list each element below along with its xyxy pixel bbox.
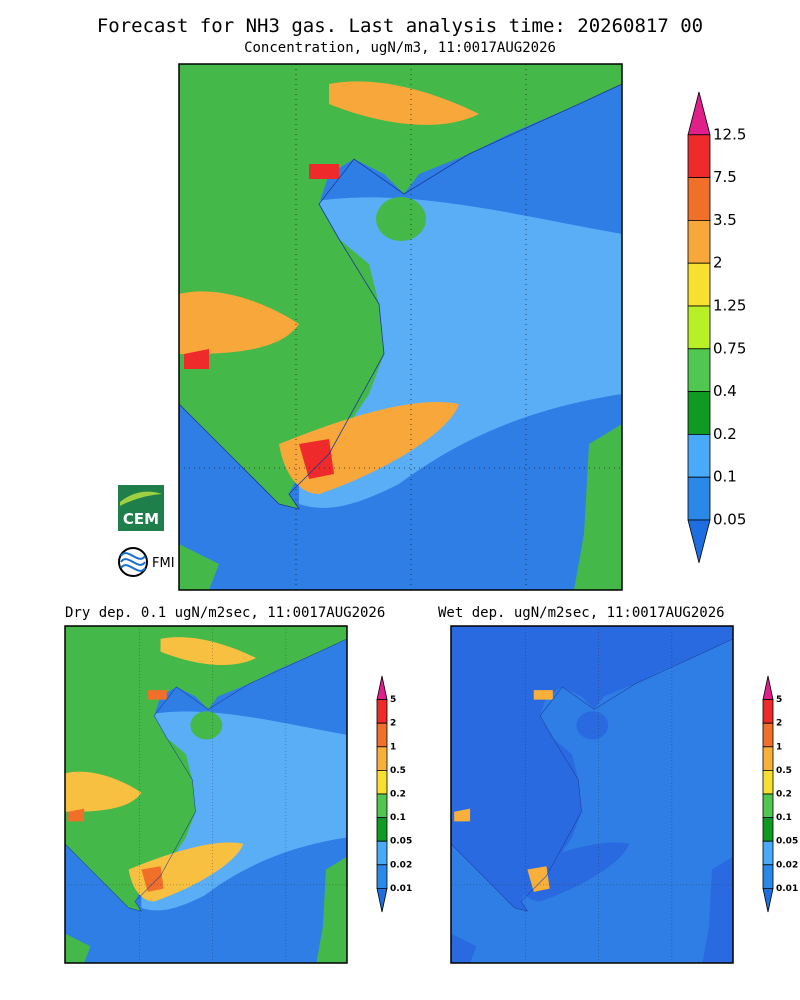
fmi-logo: FMI (118, 547, 175, 577)
panel-title: Dry dep. 0.1 ugN/m2sec, 11:0017AUG2026 (65, 605, 385, 621)
colorbar-label: 7.5 (713, 168, 737, 186)
colorbar-label: 0.5 (390, 766, 406, 776)
colorbar-segment (376, 770, 388, 795)
colorbar-segment (762, 840, 774, 866)
colorbar-cap (762, 888, 774, 913)
map-frame (450, 625, 734, 964)
colorbar-segment (687, 433, 711, 478)
colorbar-segment (687, 219, 711, 264)
colorbar-cap (762, 675, 774, 700)
colorbar-segment (687, 305, 711, 350)
colorbar-segment (687, 134, 711, 179)
colorbar-label: 0.1 (776, 813, 792, 823)
colorbar-label: 2 (390, 719, 396, 729)
colorbar-segment (687, 391, 711, 435)
colorbar-label: 1 (776, 742, 782, 752)
concentration-map (179, 64, 622, 590)
colorbar-segment (376, 864, 388, 889)
colorbar-segment (762, 770, 774, 795)
colorbar-segment (376, 746, 388, 771)
colorbar-segment (687, 476, 711, 521)
colorbar-segment (762, 699, 774, 724)
colorbar-label: 1 (390, 742, 396, 752)
colorbar-cap (376, 675, 388, 700)
map-frame (178, 63, 623, 591)
colorbar-label: 0.75 (713, 339, 746, 357)
colorbar-label: 12.5 (713, 125, 746, 143)
colorbar-label: 2 (713, 254, 723, 272)
colorbar-segment (376, 840, 388, 866)
colorbar-cap (687, 519, 711, 563)
colorbar-label: 0.05 (390, 837, 412, 847)
subtitle: Concentration, ugN/m3, 11:0017AUG2026 (244, 40, 556, 56)
colorbar-segment (762, 746, 774, 771)
colorbar-label: 0.2 (713, 425, 737, 443)
map-frame (64, 625, 348, 964)
dry-deposition-map (65, 626, 347, 963)
cem-logo: CEM (118, 485, 164, 531)
logo-text: FMI (152, 556, 175, 571)
colorbar-label: 2 (776, 719, 782, 729)
colorbar-segment (376, 817, 388, 842)
colorbar-label: 0.02 (390, 860, 412, 870)
colorbar-label: 0.1 (390, 813, 406, 823)
logo-text: CEM (123, 510, 159, 528)
colorbar-label: 0.01 (390, 884, 412, 894)
panel-title: Wet dep. ugN/m2sec, 11:0017AUG2026 (438, 605, 725, 621)
colorbar-label: 0.4 (713, 382, 737, 400)
colorbar-segment (762, 864, 774, 889)
colorbar-segment (762, 722, 774, 748)
colorbar-label: 0.05 (776, 837, 798, 847)
colorbar-segment (376, 699, 388, 724)
colorbar-label: 0.02 (776, 860, 798, 870)
colorbar-label: 0.2 (390, 790, 406, 800)
colorbar-segment (762, 793, 774, 819)
colorbar-segment (687, 177, 711, 221)
colorbar-label: 0.01 (776, 884, 798, 894)
colorbar-label: 1.25 (713, 297, 746, 315)
colorbar-cap (376, 888, 388, 913)
colorbar-segment (376, 722, 388, 748)
colorbar-segment (687, 262, 711, 307)
colorbar-cap (687, 91, 711, 136)
colorbar-label: 0.05 (713, 511, 746, 529)
colorbar-segment (762, 817, 774, 842)
colorbar-label: 3.5 (713, 211, 737, 229)
title: Forecast for NH3 gas. Last analysis time… (97, 15, 703, 37)
colorbar-segment (376, 793, 388, 819)
colorbar-label: 5 (776, 695, 782, 705)
colorbar-label: 0.2 (776, 790, 792, 800)
wet-deposition-map (451, 626, 733, 963)
colorbar-label: 0.1 (713, 468, 737, 486)
colorbar-segment (687, 348, 711, 392)
colorbar-label: 5 (390, 695, 396, 705)
colorbar-label: 0.5 (776, 766, 792, 776)
